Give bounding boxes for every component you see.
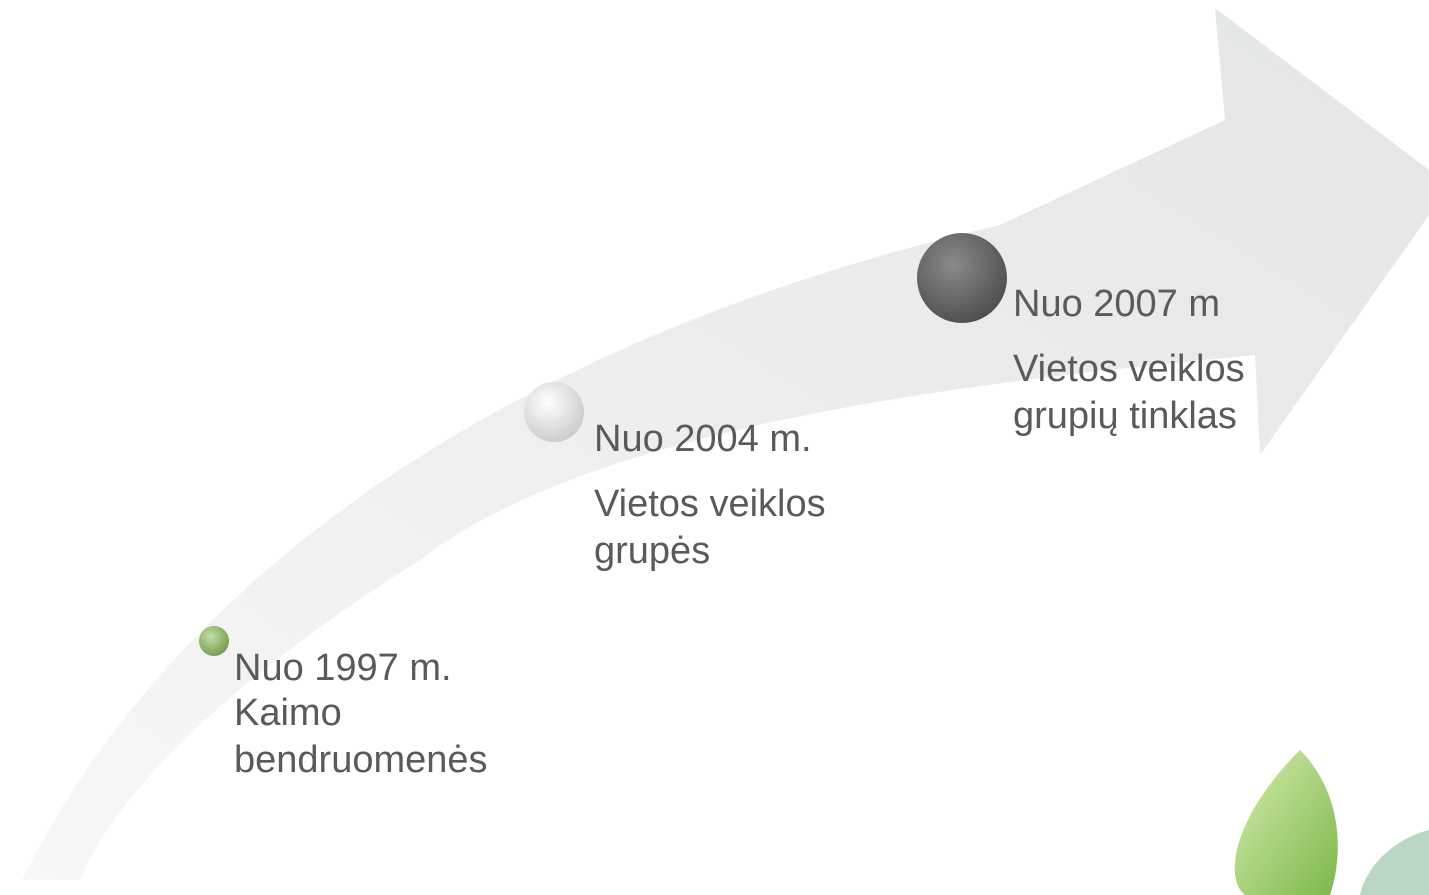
milestone-text: grupės (594, 530, 710, 572)
milestone-dot (524, 382, 584, 442)
leaf (1360, 830, 1429, 895)
milestone-text: Vietos veiklos (1013, 348, 1245, 390)
milestone-year: Nuo 2007 m (1013, 283, 1220, 325)
milestone-dot (917, 233, 1007, 323)
milestone-text: Kaimo (234, 692, 342, 734)
milestone-text: Vietos veiklos (594, 483, 826, 525)
milestone-year: Nuo 2004 m. (594, 418, 812, 460)
milestone-text: grupių tinklas (1013, 395, 1237, 437)
arrow (22, 8, 1429, 880)
milestone-year: Nuo 1997 m. (234, 647, 452, 689)
milestone-dot (199, 626, 229, 656)
milestone-text: bendruomenės (234, 739, 488, 781)
leaf (1234, 750, 1338, 895)
